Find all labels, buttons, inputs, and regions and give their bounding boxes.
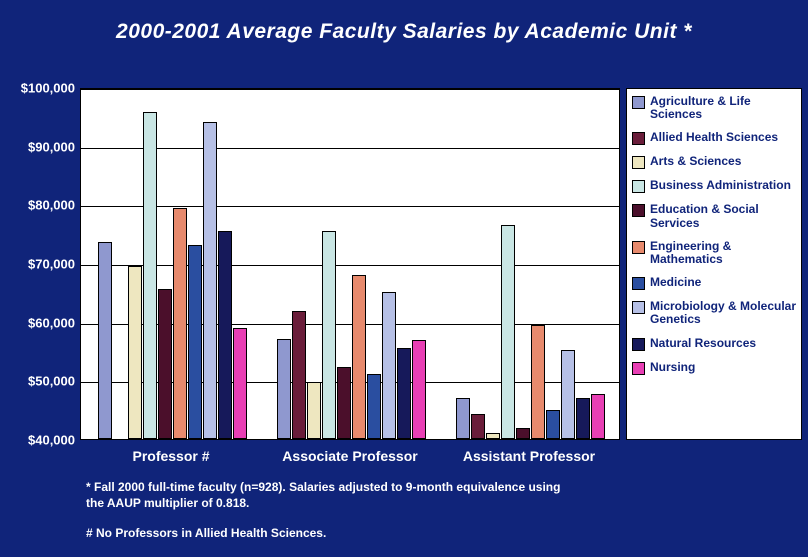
gridline <box>81 89 619 90</box>
plot-area <box>80 88 620 440</box>
legend-item: Natural Resources <box>632 337 796 351</box>
bar <box>233 328 247 439</box>
bar <box>531 325 545 439</box>
legend-label: Nursing <box>650 361 695 374</box>
bar <box>412 340 426 439</box>
bar <box>352 275 366 439</box>
bar <box>188 245 202 439</box>
gridline <box>81 265 619 266</box>
bar <box>501 225 515 439</box>
x-tick-label: Professor # <box>132 448 209 464</box>
legend-swatch <box>632 132 645 145</box>
x-tick-label: Assistant Professor <box>463 448 595 464</box>
legend-swatch <box>632 362 645 375</box>
bar <box>337 367 351 439</box>
footnote-2: # No Professors in Allied Health Science… <box>86 526 646 542</box>
bar <box>546 410 560 439</box>
bar <box>218 231 232 439</box>
legend: Agriculture & Life Sciences Allied Health… <box>626 88 802 440</box>
y-tick-label: $70,000 <box>10 257 75 272</box>
bar <box>576 398 590 439</box>
chart-title: 2000-2001 Average Faculty Salaries by Ac… <box>0 20 808 44</box>
y-tick-label: $60,000 <box>10 315 75 330</box>
x-tick-label: Associate Professor <box>282 448 417 464</box>
legend-swatch <box>632 96 645 109</box>
legend-label: Microbiology & Molecular Genetics <box>650 300 796 326</box>
legend-label: Business Administration <box>650 179 791 192</box>
bar <box>128 266 142 439</box>
legend-item: Engineering & Mathematics <box>632 240 796 266</box>
legend-label: Agriculture & Life Sciences <box>650 95 796 121</box>
bar <box>173 208 187 439</box>
y-tick-label: $40,000 <box>10 433 75 448</box>
y-tick-label: $80,000 <box>10 198 75 213</box>
gridline <box>81 206 619 207</box>
y-tick-label: $50,000 <box>10 374 75 389</box>
legend-label: Arts & Sciences <box>650 155 741 168</box>
bar <box>292 311 306 439</box>
legend-label: Medicine <box>650 276 701 289</box>
legend-swatch <box>632 338 645 351</box>
legend-label: Natural Resources <box>650 337 756 350</box>
legend-label: Engineering & Mathematics <box>650 240 796 266</box>
legend-swatch <box>632 156 645 169</box>
bar <box>158 289 172 439</box>
gridline <box>81 148 619 149</box>
chart-frame: 2000-2001 Average Faculty Salaries by Ac… <box>0 0 808 557</box>
bar <box>456 398 470 439</box>
footnote-1-line-1: * Fall 2000 full-time faculty (n=928). S… <box>86 480 646 496</box>
legend-swatch <box>632 180 645 193</box>
footnote-1-line-2: the AAUP multiplier of 0.818. <box>86 496 646 512</box>
legend-item: Microbiology & Molecular Genetics <box>632 300 796 326</box>
legend-item: Arts & Sciences <box>632 155 796 169</box>
legend-item: Allied Health Sciences <box>632 131 796 145</box>
legend-swatch <box>632 204 645 217</box>
y-tick-label: $90,000 <box>10 139 75 154</box>
legend-label: Education & Social Services <box>650 203 796 229</box>
bar <box>486 433 500 439</box>
legend-item: Agriculture & Life Sciences <box>632 95 796 121</box>
bar <box>367 374 381 439</box>
bar <box>307 382 321 439</box>
legend-item: Business Administration <box>632 179 796 193</box>
bar <box>516 428 530 439</box>
bar <box>203 122 217 439</box>
bar <box>561 350 575 439</box>
legend-item: Education & Social Services <box>632 203 796 229</box>
bar <box>277 339 291 439</box>
bar <box>98 242 112 439</box>
bar <box>471 414 485 439</box>
bar <box>397 348 411 439</box>
legend-label: Allied Health Sciences <box>650 131 778 144</box>
bar <box>143 112 157 439</box>
legend-swatch <box>632 241 645 254</box>
bar <box>382 292 396 439</box>
bar <box>591 394 605 439</box>
legend-item: Medicine <box>632 276 796 290</box>
legend-swatch <box>632 301 645 314</box>
legend-swatch <box>632 277 645 290</box>
y-tick-label: $100,000 <box>10 81 75 96</box>
legend-item: Nursing <box>632 361 796 375</box>
bar <box>322 231 336 439</box>
